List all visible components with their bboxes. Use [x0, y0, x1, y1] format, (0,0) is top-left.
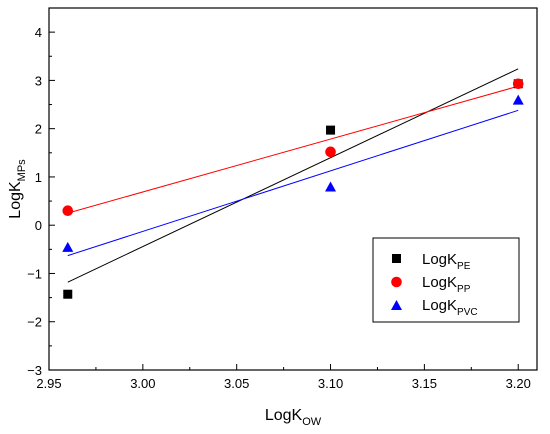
- x-tick-label: 3.05: [224, 376, 249, 391]
- data-point-square: [63, 289, 73, 299]
- fit-lines: [67, 68, 519, 283]
- legend-label-pp: LogKPP: [422, 274, 471, 295]
- data-points: [62, 78, 524, 299]
- data-point-square: [326, 125, 336, 135]
- data-point-triangle: [512, 94, 524, 105]
- x-axis-title: LogKOW: [265, 407, 322, 428]
- y-tick-label: −1: [27, 266, 42, 281]
- fit-line-triangle: [67, 109, 519, 257]
- legend-item-pp: LogKPP: [391, 274, 471, 295]
- data-point-circle: [325, 146, 336, 158]
- legend-label-pe: LogKPE: [422, 251, 471, 272]
- data-point-triangle: [62, 241, 74, 252]
- legend-item-pvc: LogKPVC: [391, 297, 478, 318]
- y-tick-label: 2: [35, 122, 42, 137]
- legend-label-pvc: LogKPVC: [422, 297, 478, 318]
- legend-item-pe: LogKPE: [392, 251, 471, 272]
- data-point-circle: [62, 205, 74, 217]
- x-tick-label: 3.20: [506, 376, 531, 391]
- x-tick-label: 2.95: [36, 376, 61, 391]
- y-tick-label: 3: [35, 73, 42, 88]
- y-tick-label: 0: [35, 218, 42, 233]
- y-tick-label: 1: [35, 170, 42, 185]
- y-tick-label: −2: [27, 315, 42, 330]
- data-point-triangle: [325, 181, 337, 192]
- legend-square-marker: [392, 254, 401, 263]
- legend-circle-marker: [391, 276, 402, 288]
- plot-frame: [48, 7, 538, 371]
- fit-line-square: [67, 68, 519, 283]
- legend-triangle-marker: [391, 300, 402, 310]
- axis-ticks: 2.95 3.00 3.05 3.10 3.15 3.20 −3 −2 −1 0 1 2 3 4: [27, 25, 531, 391]
- y-tick-label: −3: [27, 363, 42, 378]
- legend: LogKPE LogKPP LogKPVC: [372, 237, 520, 323]
- data-point-circle: [512, 78, 524, 90]
- x-tick-label: 3.10: [318, 376, 343, 391]
- x-tick-label: 3.00: [130, 376, 155, 391]
- x-tick-label: 3.15: [412, 376, 437, 391]
- y-tick-label: 4: [35, 25, 42, 40]
- y-axis-title: LogKMPs: [7, 159, 28, 219]
- fit-line-circle: [67, 85, 519, 214]
